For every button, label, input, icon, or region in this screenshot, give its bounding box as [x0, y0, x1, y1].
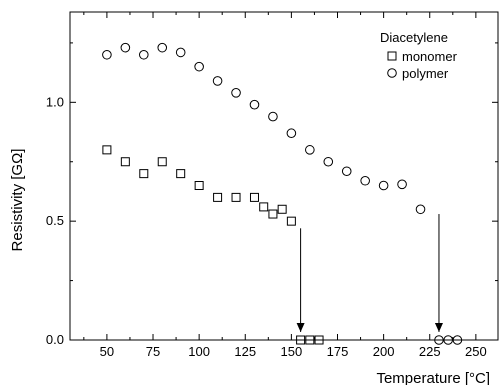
- legend-circle-marker: [387, 68, 397, 78]
- polymer-point: [341, 166, 352, 177]
- x-tick-label: 50: [100, 344, 114, 359]
- monomer-point: [194, 181, 204, 191]
- x-tick-label: 150: [281, 344, 303, 359]
- plot-area: 50 75 100 125 150 175 200 225 250 0.0 0.5 1.0: [46, 12, 498, 359]
- monomer-point: [176, 169, 186, 179]
- x-axis-title: Temperature [°C]: [376, 370, 490, 385]
- monomer-point: [231, 192, 241, 202]
- y-tick-label: 0.0: [46, 332, 64, 347]
- x-tick-label: 200: [373, 344, 395, 359]
- polymer-point: [212, 76, 223, 86]
- monomer-point: [286, 216, 296, 226]
- polymer-point: [397, 179, 407, 190]
- y-axis-title: Resistivity [GΩ]: [9, 149, 26, 252]
- monomer-point: [249, 192, 259, 202]
- x-tick-label: 75: [146, 344, 160, 359]
- polymer-point: [102, 49, 112, 60]
- monomer-point: [139, 169, 149, 179]
- polymer-point: [415, 204, 426, 215]
- monomer-point: [120, 157, 130, 167]
- monomer-point: [259, 202, 269, 212]
- monomer-point: [277, 204, 287, 214]
- polymer-point: [323, 156, 334, 167]
- legend-label-monomer: monomer: [402, 49, 458, 64]
- polymer-point: [231, 88, 241, 98]
- polymer-point: [157, 42, 168, 53]
- y-tick-label: 1.0: [46, 94, 64, 109]
- polymer-point: [249, 99, 260, 110]
- polymer-point: [286, 128, 297, 139]
- polymer-point: [360, 175, 370, 186]
- monomer-point: [268, 209, 278, 219]
- monomer-point: [213, 192, 223, 202]
- y-tick-label: 0.5: [46, 213, 64, 228]
- x-tick-label: 125: [234, 344, 256, 359]
- x-tick-label: 175: [327, 344, 349, 359]
- x-tick-label: 250: [465, 344, 487, 359]
- monomer-point: [102, 145, 112, 155]
- polymer-point: [120, 42, 131, 53]
- legend-label-polymer: polymer: [402, 66, 449, 81]
- x-tick-label: 100: [188, 344, 210, 359]
- polymer-point: [305, 145, 315, 155]
- legend-title: Diacetylene: [380, 30, 448, 45]
- polymer-point: [138, 49, 149, 60]
- monomer-point: [157, 157, 167, 167]
- polymer-point: [268, 111, 278, 122]
- polymer-point: [175, 47, 186, 58]
- x-tick-label: 225: [419, 344, 441, 359]
- legend-square-marker: [387, 51, 397, 61]
- polymer-point: [378, 180, 389, 191]
- plot-frame: [69, 11, 499, 341]
- legend: Diacetylene monomer polymer: [380, 30, 458, 81]
- polymer-point: [194, 61, 204, 72]
